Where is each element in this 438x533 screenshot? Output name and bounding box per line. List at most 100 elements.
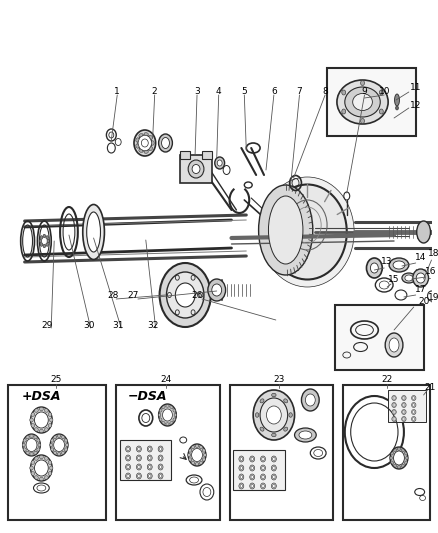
Ellipse shape [392, 418, 394, 420]
Ellipse shape [39, 407, 43, 411]
Ellipse shape [401, 273, 415, 283]
Ellipse shape [48, 424, 52, 427]
Ellipse shape [148, 465, 151, 469]
Text: 22: 22 [381, 376, 392, 384]
Ellipse shape [35, 476, 38, 479]
Bar [334, 305, 423, 370]
Ellipse shape [138, 149, 143, 152]
Ellipse shape [23, 434, 40, 456]
Ellipse shape [158, 473, 162, 479]
Ellipse shape [391, 409, 396, 415]
Ellipse shape [44, 476, 48, 479]
Ellipse shape [396, 448, 400, 450]
Bar [120, 440, 171, 480]
Ellipse shape [57, 453, 61, 456]
Bar [342, 385, 428, 520]
Ellipse shape [260, 483, 265, 489]
Ellipse shape [384, 333, 402, 357]
Ellipse shape [30, 418, 33, 422]
Ellipse shape [402, 411, 404, 413]
Text: 28: 28 [107, 290, 119, 300]
Ellipse shape [30, 453, 33, 456]
Ellipse shape [125, 473, 130, 479]
Ellipse shape [195, 463, 198, 465]
Ellipse shape [203, 453, 206, 457]
Ellipse shape [148, 474, 151, 478]
Ellipse shape [147, 446, 152, 452]
Ellipse shape [125, 464, 130, 470]
Ellipse shape [238, 483, 243, 489]
Ellipse shape [392, 464, 396, 467]
Ellipse shape [40, 243, 42, 246]
Ellipse shape [125, 455, 130, 461]
Ellipse shape [148, 135, 152, 139]
Ellipse shape [23, 448, 26, 451]
Ellipse shape [31, 472, 35, 475]
Ellipse shape [31, 455, 52, 481]
Ellipse shape [147, 464, 152, 470]
Ellipse shape [283, 399, 287, 403]
Ellipse shape [35, 412, 48, 428]
Ellipse shape [395, 106, 398, 110]
Ellipse shape [378, 109, 382, 114]
Ellipse shape [401, 402, 405, 408]
Ellipse shape [35, 457, 38, 461]
Ellipse shape [402, 404, 404, 406]
Ellipse shape [217, 160, 222, 166]
Ellipse shape [390, 452, 392, 455]
Ellipse shape [64, 448, 67, 451]
Ellipse shape [341, 90, 345, 95]
Text: 13: 13 [381, 257, 392, 266]
Ellipse shape [412, 397, 414, 399]
Text: 19: 19 [427, 294, 438, 303]
Ellipse shape [158, 446, 162, 452]
Ellipse shape [391, 402, 396, 408]
Text: 18: 18 [427, 249, 438, 259]
Ellipse shape [159, 448, 162, 450]
Ellipse shape [249, 483, 254, 489]
Text: 9: 9 [361, 87, 367, 96]
Ellipse shape [415, 273, 424, 283]
Ellipse shape [39, 455, 43, 459]
Ellipse shape [336, 80, 387, 124]
Ellipse shape [158, 134, 172, 152]
Ellipse shape [158, 413, 160, 417]
Ellipse shape [127, 448, 129, 450]
Ellipse shape [388, 258, 408, 272]
Ellipse shape [391, 395, 396, 400]
Ellipse shape [53, 439, 64, 451]
Ellipse shape [260, 456, 265, 462]
Ellipse shape [191, 446, 194, 449]
Ellipse shape [352, 93, 371, 110]
Ellipse shape [158, 455, 162, 461]
Ellipse shape [378, 90, 382, 95]
Ellipse shape [46, 243, 48, 246]
Ellipse shape [388, 338, 398, 352]
Ellipse shape [341, 109, 345, 114]
Ellipse shape [43, 244, 46, 248]
Ellipse shape [86, 212, 100, 252]
Ellipse shape [188, 449, 191, 452]
Ellipse shape [188, 458, 191, 461]
Ellipse shape [173, 409, 175, 412]
Ellipse shape [37, 448, 40, 451]
Ellipse shape [272, 484, 275, 488]
Ellipse shape [238, 456, 243, 462]
Ellipse shape [53, 435, 57, 439]
Ellipse shape [35, 460, 48, 476]
Ellipse shape [48, 472, 52, 475]
Ellipse shape [389, 456, 392, 460]
Ellipse shape [159, 409, 162, 412]
Ellipse shape [138, 135, 152, 151]
Ellipse shape [199, 446, 202, 449]
Ellipse shape [49, 466, 53, 470]
Ellipse shape [170, 406, 173, 409]
Ellipse shape [173, 418, 175, 421]
Ellipse shape [39, 239, 42, 243]
Ellipse shape [416, 221, 430, 243]
Ellipse shape [138, 456, 140, 459]
Ellipse shape [82, 205, 104, 260]
Text: 17: 17 [414, 286, 425, 295]
Ellipse shape [207, 279, 225, 301]
Ellipse shape [251, 466, 253, 470]
